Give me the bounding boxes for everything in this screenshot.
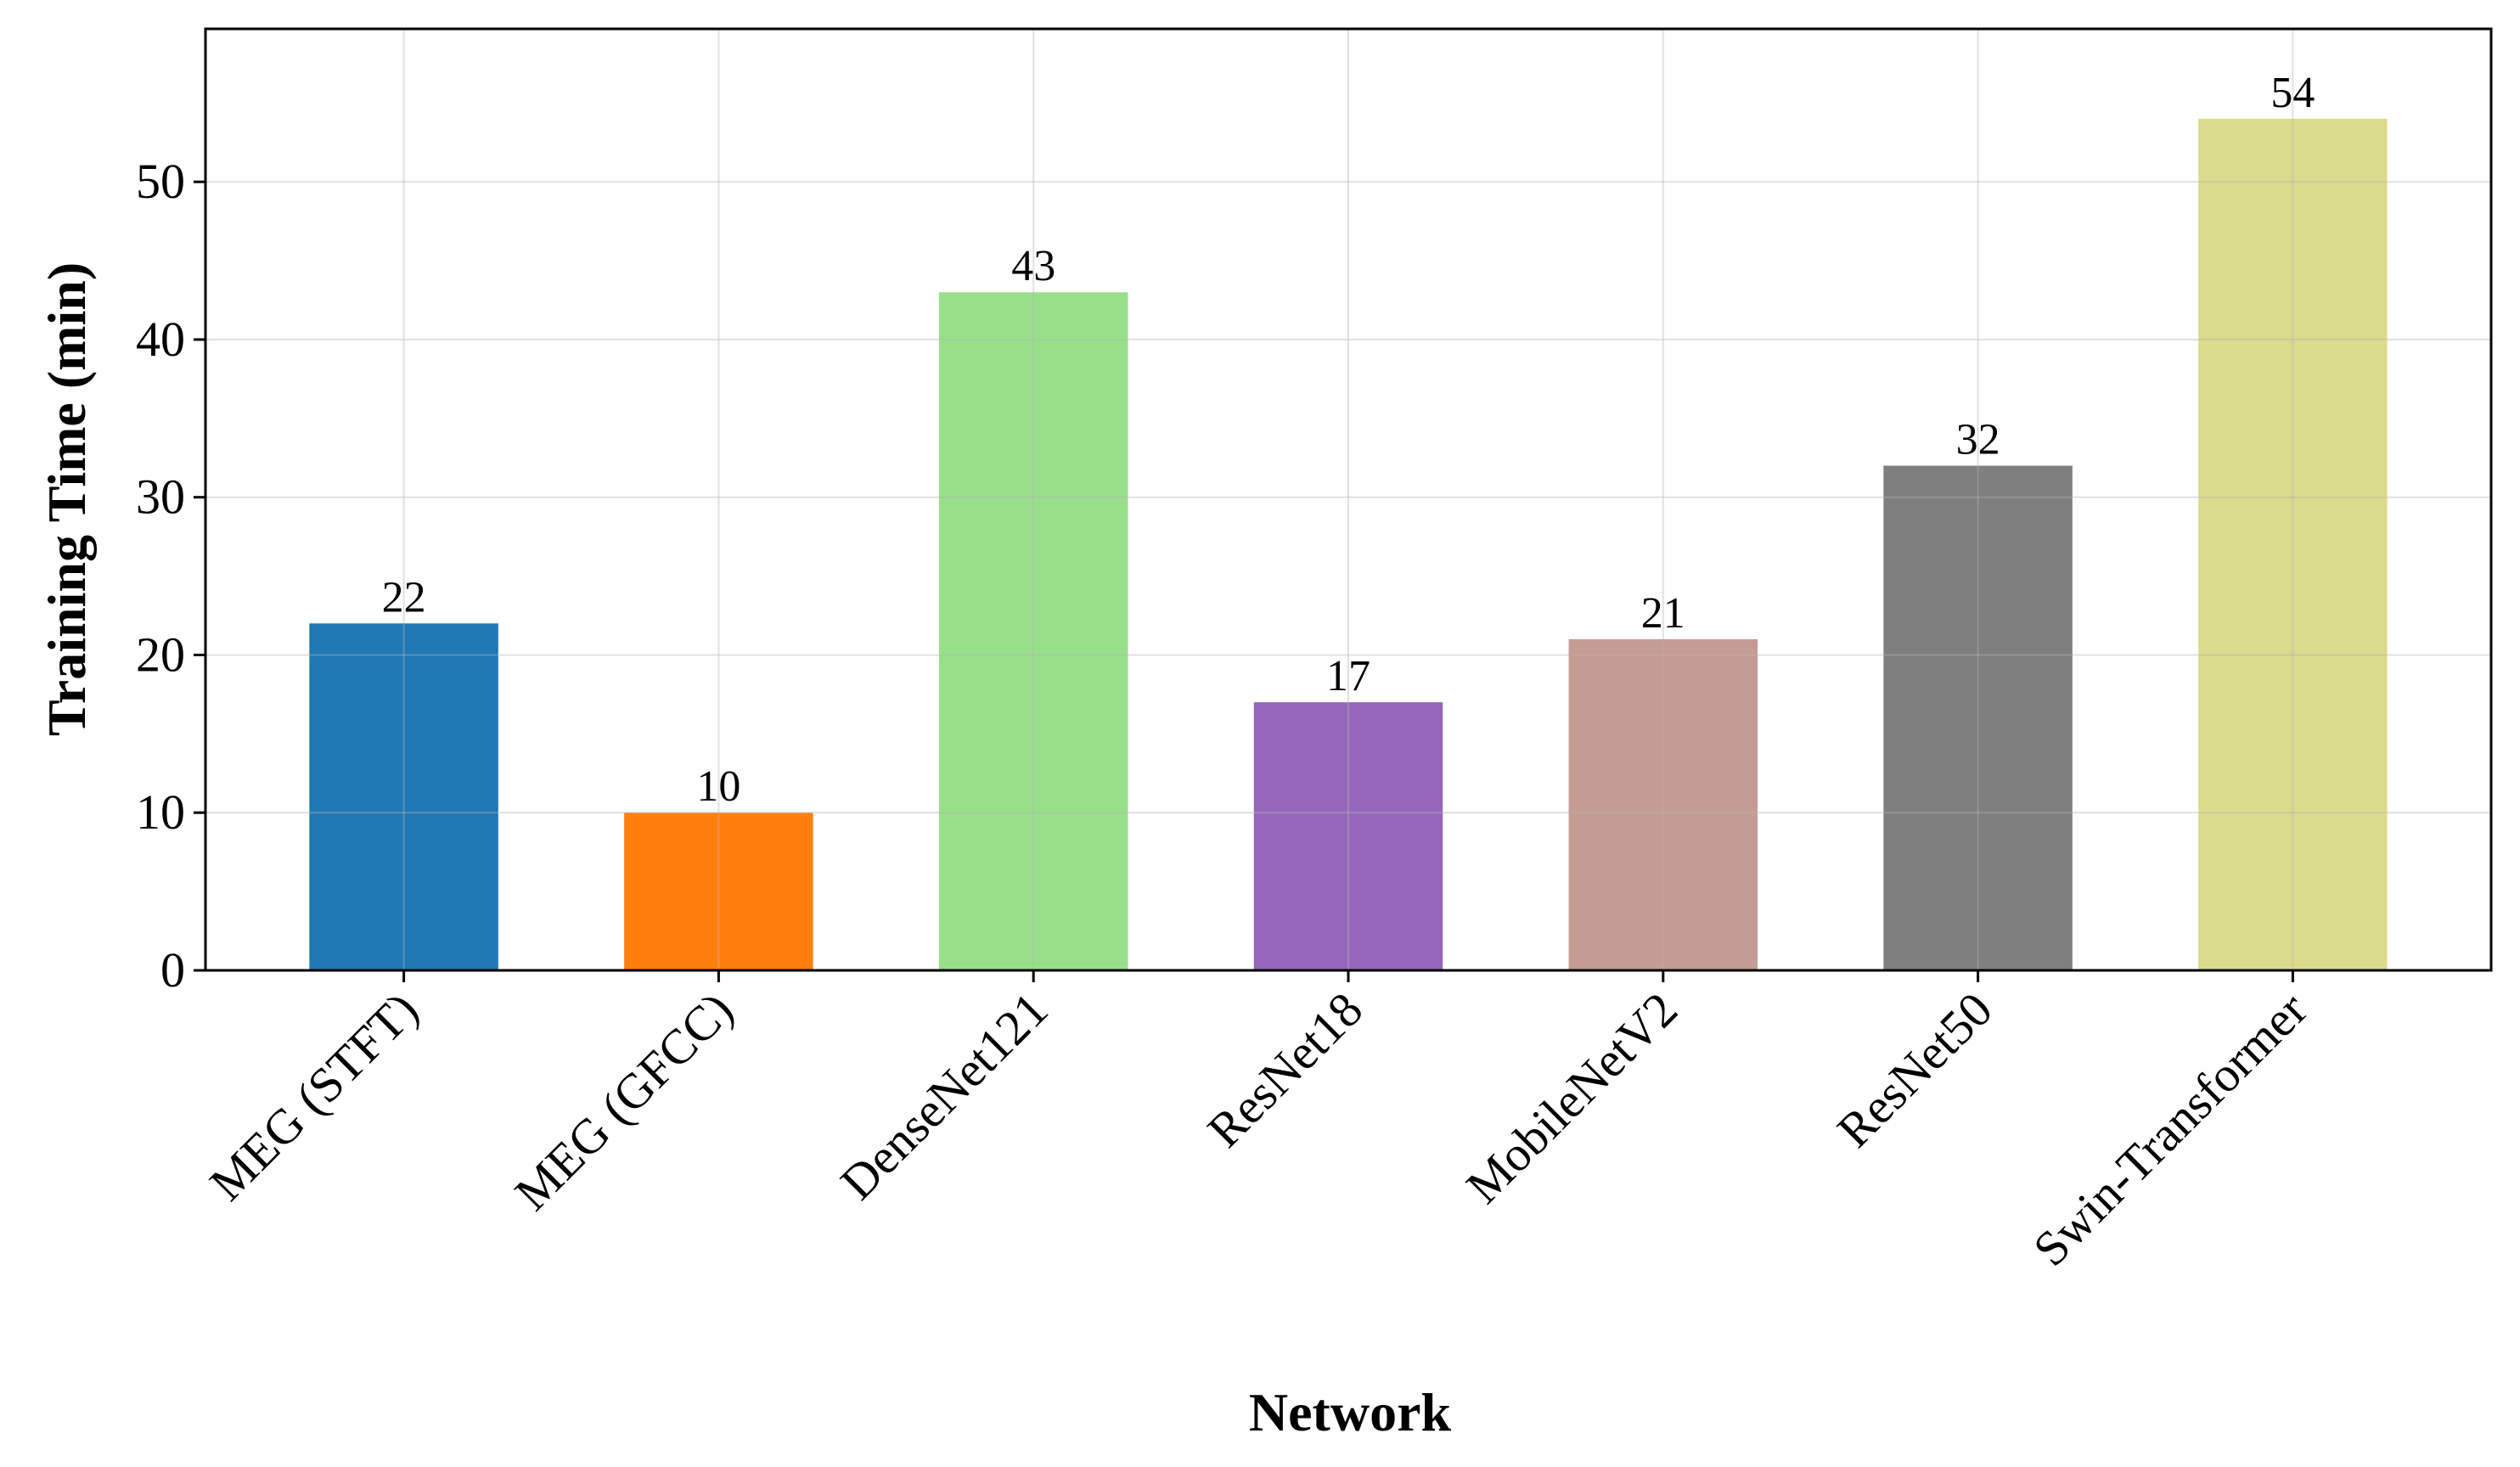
y-tick-label: 30 — [136, 469, 185, 525]
bar — [2198, 118, 2388, 971]
y-tick-label: 10 — [136, 784, 185, 840]
bar — [1883, 465, 2073, 970]
x-tick-label: MEG (STFT) — [199, 981, 428, 1211]
value-label: 17 — [1326, 652, 1370, 700]
x-tick-label: ResNet18 — [1196, 981, 1373, 1158]
bar — [624, 812, 813, 970]
value-label: 43 — [1011, 242, 1055, 290]
x-tick-label: Swin-Transformer — [2022, 981, 2317, 1276]
value-label: 10 — [696, 762, 740, 811]
bar — [1568, 638, 1758, 970]
x-tick-label: ResNet50 — [1826, 981, 2003, 1158]
bar — [938, 292, 1128, 970]
x-tick-label: MEG (GFCC) — [504, 981, 744, 1221]
plot-frame — [204, 27, 2493, 972]
x-tick-label: MobileNetV2 — [1455, 981, 1688, 1214]
bar — [1253, 702, 1443, 970]
y-tick-label: 50 — [136, 154, 185, 209]
y-tick-label: 0 — [160, 942, 185, 998]
value-label: 32 — [1956, 416, 2000, 464]
y-tick-label: 40 — [136, 312, 185, 367]
value-label: 22 — [382, 573, 426, 621]
x-axis-label: Network — [1249, 1382, 1452, 1442]
value-label: 54 — [2270, 69, 2315, 117]
value-label: 21 — [1641, 589, 1685, 638]
y-tick-label: 20 — [136, 627, 185, 682]
y-axis-label: Training Time (min) — [37, 262, 97, 736]
x-tick-label: DenseNet121 — [830, 981, 1058, 1210]
bar — [309, 623, 498, 970]
